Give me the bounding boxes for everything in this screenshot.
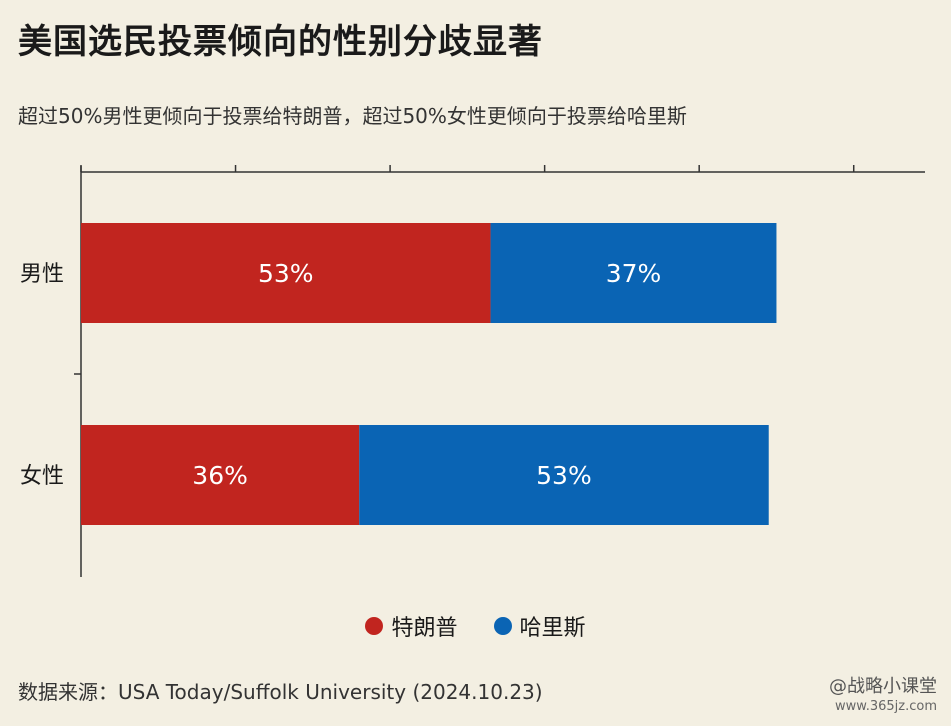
legend-label: 特朗普 [391,616,458,641]
data-label: 36% [192,461,248,490]
stacked-bar-chart: 男性 53% 37% 女性 36% 53% [20,165,925,577]
legend-item: 特朗普 [365,610,458,642]
data-label: 53% [536,461,592,490]
bar-segment [81,425,360,525]
watermark-site: www.365jz.com [835,698,937,714]
watermark: @战略小课堂 www.365jz.com [829,676,937,715]
legend-swatch [493,617,512,635]
category-label: 女性 [20,464,64,489]
legend-swatch [365,617,384,635]
watermark-label: @战略小课堂 [829,676,937,697]
data-label: 37% [606,259,662,288]
bar-segment [490,223,777,323]
chart-subtitle: 超过50%男性更倾向于投票给特朗普，超过50%女性更倾向于投票给哈里斯 [18,104,687,128]
data-label: 53% [258,259,314,288]
legend-label: 哈里斯 [519,616,586,641]
category-label: 男性 [20,262,64,287]
source-note: 数据来源：USA Today/Suffolk University (2024.… [18,680,543,704]
chart-legend: 特朗普 哈里斯 [0,610,951,642]
legend-item: 哈里斯 [493,610,586,642]
chart-title: 美国选民投票倾向的性别分歧显著 [18,22,543,62]
bar-segment [359,425,769,525]
bar-segment [81,223,491,323]
